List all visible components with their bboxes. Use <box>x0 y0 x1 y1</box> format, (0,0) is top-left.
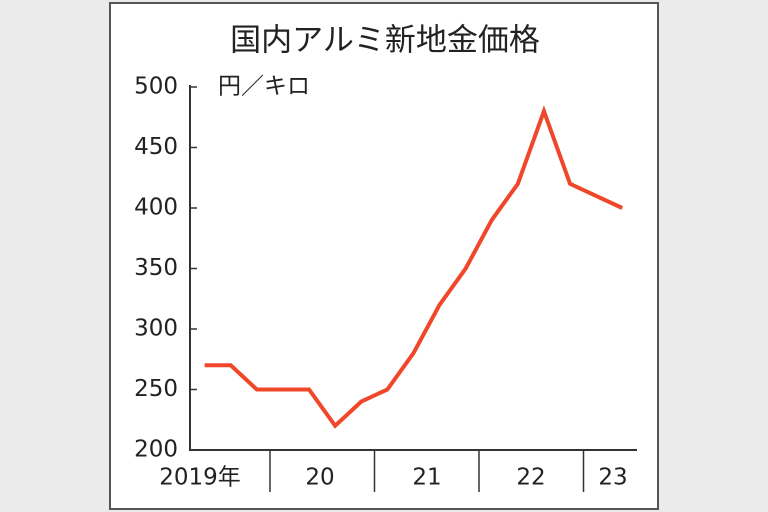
frame <box>109 2 659 510</box>
y-tick-label: 450 <box>134 134 178 160</box>
unit-label: 円／キロ <box>218 74 310 100</box>
y-tick-label: 400 <box>134 195 178 221</box>
x-tick-label: 23 <box>598 465 627 491</box>
y-tick-label: 350 <box>134 255 178 281</box>
x-tick-label: 2019年 <box>159 465 241 491</box>
y-tick-label: 500 <box>134 74 178 100</box>
x-tick-label: 22 <box>516 465 545 491</box>
x-tick-label: 21 <box>412 465 441 491</box>
y-tick-label: 300 <box>134 316 178 342</box>
y-tick-label: 250 <box>134 376 178 402</box>
line <box>204 105 624 429</box>
chart-title: 国内アルミ新地金価格 <box>230 23 540 59</box>
x-tick-label: 20 <box>305 465 334 491</box>
y-tick-label: 200 <box>134 437 178 463</box>
